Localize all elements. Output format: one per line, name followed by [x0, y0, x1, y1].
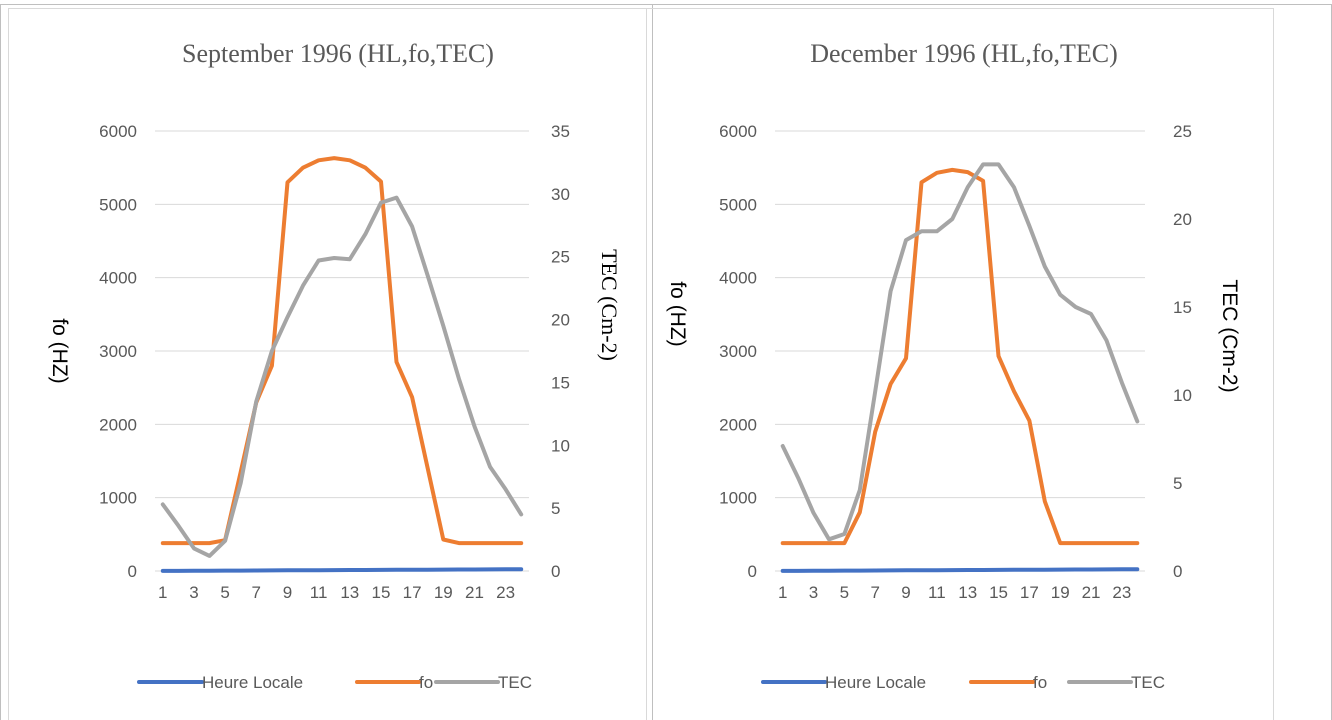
legend-label-fo: fo — [419, 673, 433, 692]
legend-label-tec: TEC — [1131, 673, 1165, 692]
x-tick-label: 15 — [989, 583, 1008, 602]
series-line-heure-locale — [780, 567, 1140, 573]
y-tick-label: 6000 — [99, 122, 137, 141]
y2-tick-label: 5 — [551, 499, 560, 518]
y-tick-label: 4000 — [719, 269, 757, 288]
legend-label-heure-locale: Heure Locale — [825, 673, 926, 692]
y-tick-label: 2000 — [719, 415, 757, 434]
y2-tick-label: 25 — [551, 248, 570, 267]
y2-tick-label: 25 — [1173, 122, 1192, 141]
y2-axis-title: TEC (Cm-2) — [1218, 279, 1241, 392]
x-tick-label: 11 — [310, 583, 328, 602]
chart-december: December 1996 (HL,fo,TEC) 0 1000 2000 3000 40… — [666, 39, 1241, 692]
y2-axis-title: TEC (Cm-2) — [597, 249, 622, 361]
x-tick-label: 21 — [465, 583, 484, 602]
x-tick-label: 7 — [870, 583, 879, 602]
series-line-tec — [780, 162, 1140, 542]
chart-title: September 1996 (HL,fo,TEC) — [182, 39, 494, 68]
legend-label-fo: fo — [1033, 673, 1047, 692]
x-tick-label: 1 — [158, 583, 167, 602]
x-tick-label: 13 — [958, 583, 977, 602]
chart-panel-september: September 1996 (HL,fo,TEC) 0 1000 2000 3000 4… — [9, 4, 646, 720]
x-tick-label: 5 — [840, 583, 849, 602]
y-tick-label: 2000 — [99, 415, 137, 434]
y-tick-label: 6000 — [719, 122, 757, 141]
x-tick-label: 5 — [220, 583, 229, 602]
y2-tick-label: 10 — [1173, 386, 1192, 405]
y2-tick-label: 15 — [1173, 298, 1192, 317]
y-tick-label: 0 — [748, 562, 757, 581]
y-tick-label: 1000 — [99, 489, 137, 508]
y2-tick-label: 5 — [1173, 474, 1182, 493]
x-tick-label: 19 — [1051, 583, 1070, 602]
legend-label-heure-locale: Heure Locale — [202, 673, 303, 692]
x-tick-label: 9 — [901, 583, 910, 602]
chart-september: September 1996 (HL,fo,TEC) 0 1000 2000 3000 4… — [48, 39, 622, 692]
x-tick-label: 23 — [1112, 583, 1131, 602]
y2-tick-label: 10 — [551, 436, 570, 455]
y2-tick-label: 20 — [1173, 210, 1192, 229]
x-tick-label: 13 — [340, 583, 359, 602]
x-tick-label: 15 — [371, 583, 390, 602]
y2-tick-label: 30 — [551, 185, 570, 204]
chart-panel-december: December 1996 (HL,fo,TEC) 0 1000 2000 3000 40… — [653, 4, 1273, 720]
y2-tick-label: 20 — [551, 311, 570, 330]
y-tick-label: 0 — [128, 562, 137, 581]
y-tick-label: 5000 — [99, 195, 137, 214]
y-tick-label: 3000 — [99, 342, 137, 361]
y-axis-title: fo (HZ) — [666, 281, 689, 346]
y2-tick-label: 0 — [1173, 562, 1182, 581]
y2-tick-label: 35 — [551, 122, 570, 141]
series-line-heure-locale — [160, 567, 524, 573]
y-tick-label: 1000 — [719, 489, 757, 508]
y2-tick-label: 0 — [551, 562, 560, 581]
x-tick-label: 7 — [252, 583, 261, 602]
legend-label-tec: TEC — [498, 673, 532, 692]
y-axis-title: fo (HZ) — [48, 318, 71, 383]
x-tick-label: 1 — [778, 583, 787, 602]
y-tick-label: 3000 — [719, 342, 757, 361]
x-tick-label: 17 — [1020, 583, 1039, 602]
x-tick-label: 19 — [434, 583, 453, 602]
y-tick-label: 5000 — [719, 195, 757, 214]
x-tick-label: 3 — [189, 583, 198, 602]
y-tick-label: 4000 — [99, 269, 137, 288]
x-tick-label: 3 — [809, 583, 818, 602]
chart-title: December 1996 (HL,fo,TEC) — [810, 39, 1118, 68]
x-tick-label: 9 — [283, 583, 292, 602]
x-tick-label: 17 — [403, 583, 422, 602]
y2-tick-label: 15 — [551, 373, 570, 392]
series-line-fo — [780, 167, 1140, 546]
x-tick-label: 11 — [928, 583, 946, 602]
series-line-tec — [160, 195, 524, 558]
x-tick-label: 23 — [496, 583, 515, 602]
x-tick-label: 21 — [1082, 583, 1101, 602]
